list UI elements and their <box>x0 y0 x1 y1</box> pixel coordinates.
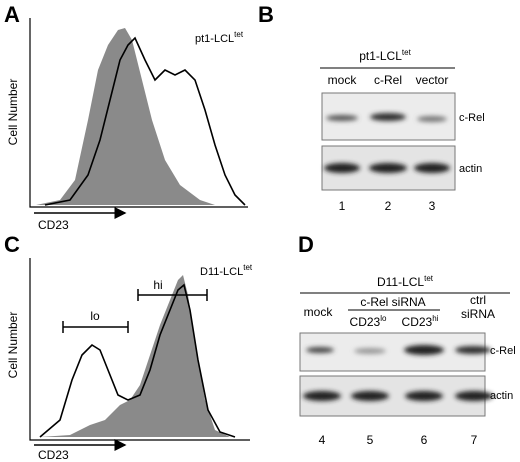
lane-number: 5 <box>367 433 374 447</box>
histogram-fill <box>36 28 215 205</box>
lane-label: ctrl <box>470 293 486 307</box>
histogram-line <box>44 36 246 206</box>
x-axis-label: CD23 <box>38 218 69 232</box>
bands <box>303 391 493 401</box>
panel-c: C D11-LCLtet lo hi Cell Number CD23 <box>4 232 253 462</box>
bands <box>306 345 491 355</box>
cell-line-label: D11-LCLtet <box>377 274 434 289</box>
lane-number: 2 <box>385 199 392 213</box>
cell-line-label: pt1-LCLtet <box>195 30 244 45</box>
lane-number: 7 <box>471 433 478 447</box>
lane-label: mock <box>304 305 334 319</box>
panel-letter: C <box>4 232 20 257</box>
panel-letter: B <box>258 2 274 27</box>
bands <box>324 163 450 173</box>
lane-number: 1 <box>339 199 346 213</box>
blot <box>299 332 486 372</box>
lane-label: mock <box>328 73 358 87</box>
blot-label: c-Rel <box>490 345 516 357</box>
panel-b: B pt1-LCLtet mock c-Rel vector c-Rel act… <box>258 2 485 213</box>
axes <box>29 18 248 208</box>
lane-label: CD23hi <box>402 314 439 329</box>
x-axis-label: CD23 <box>38 448 69 462</box>
axes <box>29 258 250 441</box>
y-axis-label: Cell Number <box>6 79 20 146</box>
group-label: c-Rel siRNA <box>360 295 425 309</box>
gate-label: hi <box>153 278 162 292</box>
blot-label: actin <box>490 390 513 402</box>
histogram-line <box>39 283 236 438</box>
blot-label: c-Rel <box>459 112 485 124</box>
y-axis-label: Cell Number <box>6 312 20 379</box>
bands <box>326 113 447 122</box>
histogram-fill <box>40 275 230 437</box>
cell-line-label: D11-LCLtet <box>200 263 253 278</box>
lane-number: 4 <box>319 433 326 447</box>
lane-label: vector <box>416 73 449 87</box>
panel-letter: A <box>4 2 20 27</box>
panel-a: A pt1-LCLtet Cell Number CD23 <box>4 2 248 232</box>
lane-label: CD23lo <box>350 314 387 329</box>
lane-number: 3 <box>429 199 436 213</box>
cell-line-label: pt1-LCLtet <box>359 48 411 63</box>
lane-number: 6 <box>421 433 428 447</box>
lane-label: c-Rel <box>374 73 402 87</box>
blot-label: actin <box>459 163 482 175</box>
panel-d: D D11-LCLtet mock c-Rel siRNA CD23lo CD2… <box>298 232 516 447</box>
gate-label: lo <box>90 309 100 323</box>
lane-label: siRNA <box>461 307 495 321</box>
gate-brackets <box>62 289 208 333</box>
panel-letter: D <box>298 232 314 257</box>
